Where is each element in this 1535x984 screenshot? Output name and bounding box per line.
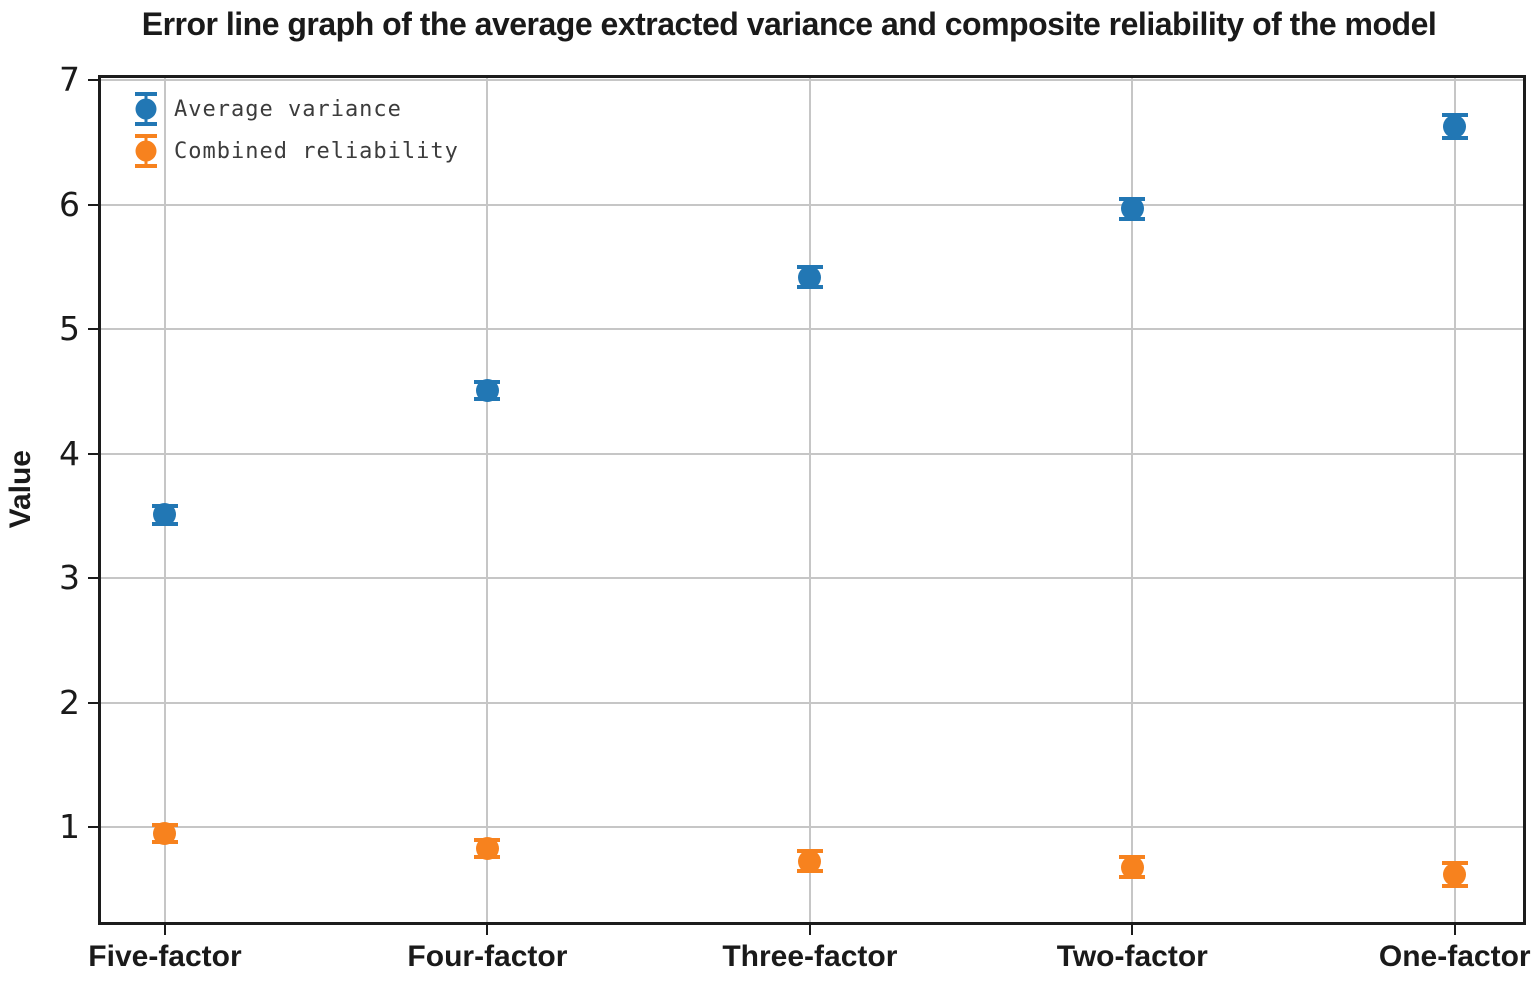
x-tick-label: Three-factor — [722, 940, 898, 973]
y-tick-mark — [88, 701, 101, 704]
x-gridline — [808, 78, 811, 922]
y-gridline — [101, 452, 1523, 455]
x-tick-mark — [486, 922, 489, 935]
y-tick-label: 7 — [59, 60, 80, 100]
legend: Average variance Combined reliability — [134, 90, 459, 174]
x-tick-label: One-factor — [1378, 940, 1531, 973]
legend-item-average-variance: Average variance — [134, 90, 459, 128]
errorbar-cap-bottom — [135, 122, 157, 126]
y-tick-label: 5 — [59, 309, 80, 349]
y-tick-mark — [88, 826, 101, 829]
y-gridline — [101, 826, 1523, 829]
y-gridline — [101, 79, 1523, 82]
y-tick-mark — [88, 328, 101, 331]
errorbar-cap-top — [135, 134, 157, 138]
x-gridline — [1453, 78, 1456, 922]
y-gridline — [101, 203, 1523, 206]
data-point-marker — [153, 822, 177, 846]
x-tick-mark — [163, 922, 166, 935]
x-tick-label: Five-factor — [88, 940, 242, 973]
data-point-marker — [475, 378, 499, 402]
errorbar-marker-icon — [134, 134, 158, 168]
x-tick-mark — [808, 922, 811, 935]
data-point-marker — [1120, 197, 1144, 221]
y-tick-mark — [88, 577, 101, 580]
data-point-marker — [1120, 855, 1144, 879]
data-point-marker — [798, 849, 822, 873]
x-gridline — [163, 78, 166, 922]
y-gridline — [101, 701, 1523, 704]
legend-label: Combined reliability — [174, 138, 459, 164]
legend-item-combined-reliability: Combined reliability — [134, 132, 459, 170]
plot-area — [98, 75, 1526, 925]
x-tick-label: Two-factor — [1056, 940, 1208, 973]
y-tick-mark — [88, 203, 101, 206]
data-point-marker — [153, 503, 177, 527]
errorbar-cap-bottom — [135, 164, 157, 168]
x-tick-mark — [1131, 922, 1134, 935]
legend-label: Average variance — [174, 96, 402, 122]
errorbar-cap-top — [135, 92, 157, 96]
data-point-marker — [475, 837, 499, 861]
chart-title: Error line graph of the average extracte… — [141, 6, 1437, 42]
y-gridline — [101, 328, 1523, 331]
data-point-marker — [1443, 863, 1467, 887]
x-gridline — [1131, 78, 1134, 922]
data-point-marker — [798, 265, 822, 289]
y-gridline — [101, 577, 1523, 580]
y-tick-mark — [88, 452, 101, 455]
y-tick-label: 2 — [59, 682, 80, 722]
errorbar-dot — [135, 140, 157, 162]
data-point-marker — [1443, 115, 1467, 139]
x-gridline — [486, 78, 489, 922]
y-tick-label: 1 — [59, 807, 80, 847]
y-tick-label: 3 — [59, 558, 80, 598]
x-tick-mark — [1453, 922, 1456, 935]
y-tick-label: 4 — [59, 433, 80, 473]
errorbar-marker-icon — [134, 92, 158, 126]
errorbar-dot — [135, 98, 157, 120]
x-tick-label: Four-factor — [407, 940, 568, 973]
y-tick-mark — [88, 79, 101, 82]
y-tick-label: 6 — [59, 184, 80, 224]
